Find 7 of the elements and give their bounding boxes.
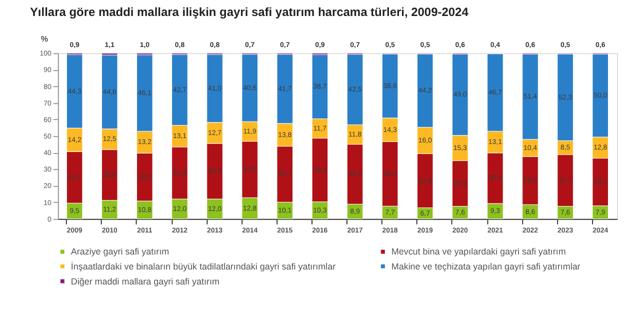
legend-label: Araziye gayri safi yatırım [70,246,170,257]
chart-title: Yıllara göre maddi mallara ilişkin gayri safi yatırım harcama türleri, 2009-2024 [30,5,469,20]
legend-label: Makine ve teçhizata yapılan gayri safi yatırımlar [391,261,580,272]
y-axis-title: % [40,34,48,44]
legend-label: Diğer maddi mallara gayri safi yatırım [70,276,220,286]
legend-label: İnşaatlardaki ve binaların büyük tadilatlarındaki gayri safi yatırımlar [70,261,336,272]
legend-label: Mevcut bina ve yapılardaki gayri safi yatırım [391,246,566,257]
